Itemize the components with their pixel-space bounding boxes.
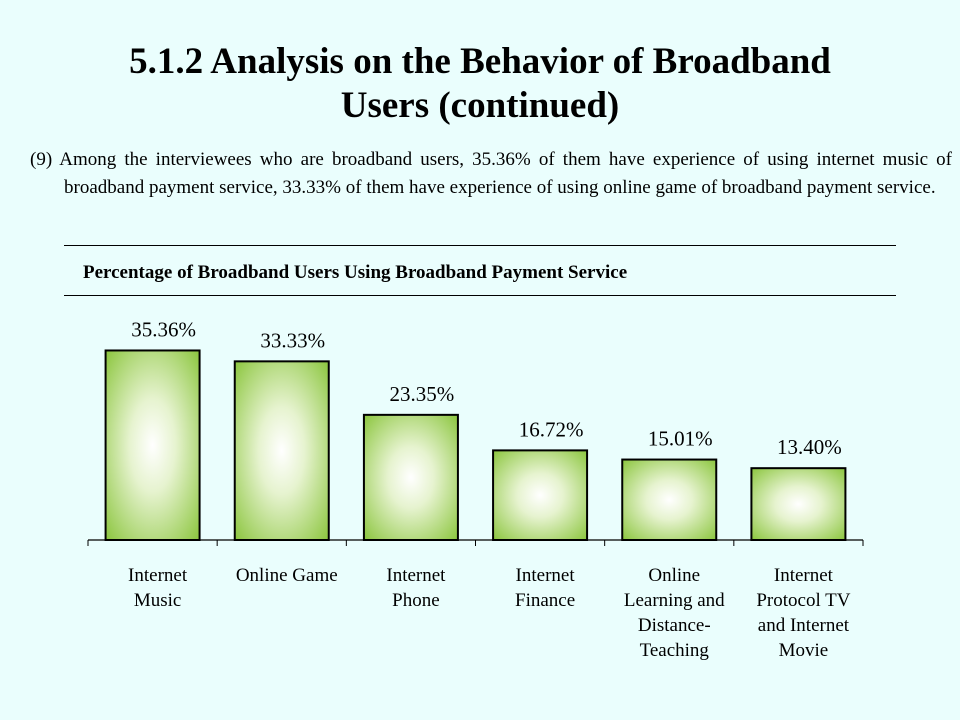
data-label-2: 23.35% <box>390 382 455 406</box>
slide-description: (9) Among the interviewees who are broad… <box>30 149 952 198</box>
slide-title-line-2: Users (continued) <box>340 85 620 126</box>
data-label-5: 13.40% <box>777 435 842 459</box>
bar-2 <box>362 413 459 541</box>
bar-4 <box>621 458 718 541</box>
category-label-4: Online Learning and Distance-Teaching <box>624 565 725 661</box>
bar-3 <box>492 449 589 541</box>
bar-5 <box>750 467 847 541</box>
category-label-3: Internet Finance <box>515 565 575 611</box>
data-label-4: 15.01% <box>648 427 713 451</box>
bar-1 <box>233 360 330 542</box>
bar-0 <box>104 349 201 542</box>
category-label-2: Internet Phone <box>386 565 446 611</box>
chart-title-bottom-rule <box>64 295 896 296</box>
slide-title-line-1: 5.1.2 Analysis on the Behavior of Broadb… <box>129 41 831 82</box>
category-label-0: Internet Music <box>128 565 188 611</box>
chart-title-top-rule <box>64 245 896 246</box>
chart-title: Percentage of Broadband Users Using Broa… <box>83 262 628 283</box>
data-label-0: 35.36% <box>131 317 196 341</box>
slide-title: 5.1.2 Analysis on the Behavior of Broadb… <box>40 40 920 128</box>
bar-chart: 35.36% Internet Music 33.33% Online Game 23.3… <box>87 317 864 661</box>
data-label-1: 33.33% <box>260 328 325 352</box>
data-label-3: 16.72% <box>519 417 584 441</box>
category-label-5: Internet Protocol TV and Internet Movie <box>756 565 850 661</box>
category-label-1: Online Game <box>236 565 338 586</box>
